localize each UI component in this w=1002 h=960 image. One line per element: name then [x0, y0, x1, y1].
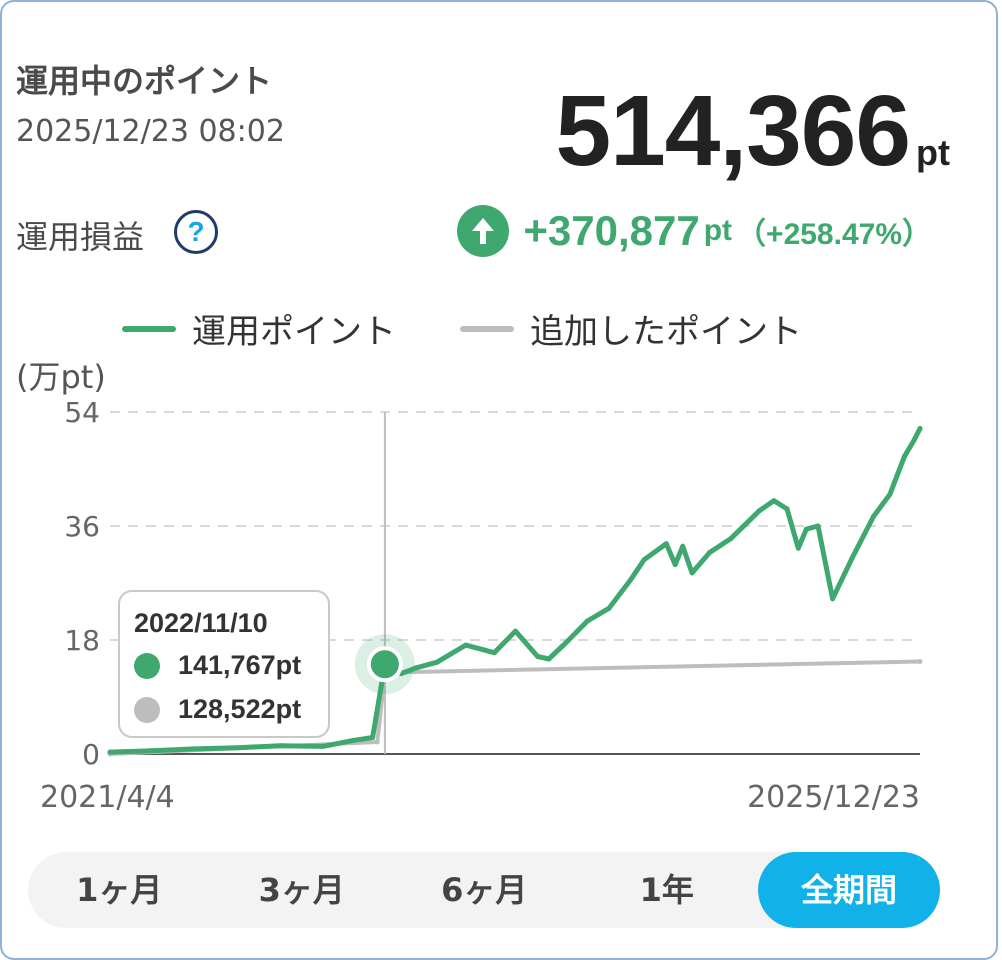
point-invested-27	[728, 536, 734, 542]
point-invested-37	[871, 514, 876, 519]
tooltip-dot-added	[134, 696, 160, 723]
total-points-unit: pt	[916, 132, 950, 173]
legend-label-invested: 運用ポイント	[192, 312, 396, 352]
total-points-value: 514,366	[555, 75, 911, 187]
point-invested-1	[148, 748, 154, 754]
tooltip-row-invested: 141,767pt	[134, 650, 301, 681]
y-tick-label-0: 0	[82, 738, 100, 771]
x-axis-end-label: 2025/12/23	[747, 780, 920, 815]
profit-unit: pt	[703, 214, 733, 247]
point-invested-34	[815, 523, 821, 529]
point-invested-25	[689, 570, 695, 576]
point-invested-20	[627, 578, 633, 583]
chart-legend: 運用ポイント 追加したポイント	[122, 304, 866, 353]
legend-swatch-invested	[122, 325, 176, 332]
point-invested-13	[491, 650, 497, 656]
point-invested-16	[546, 656, 552, 662]
points-title: 運用中のポイント	[16, 62, 273, 100]
tooltip-value-added: 128,522pt	[178, 694, 302, 724]
point-invested-39	[902, 453, 907, 459]
y-axis-unit: (万pt)	[16, 358, 106, 396]
total-points: 514,366 pt	[556, 74, 950, 189]
point-invested-6	[349, 738, 355, 744]
point-invested-2	[192, 746, 198, 752]
point-invested-26	[707, 550, 712, 556]
point-invested-0	[107, 749, 113, 755]
point-invested-40	[911, 438, 917, 443]
tab-1-month[interactable]: 1ヶ月	[76, 871, 163, 909]
legend-swatch-added	[460, 325, 514, 332]
point-invested-22	[663, 541, 669, 547]
point-invested-7	[370, 735, 376, 740]
point-invested-32	[795, 545, 801, 551]
point-invested-24	[680, 543, 686, 549]
chart-tooltip: 2022/11/10 141,767pt 128,522pt	[118, 590, 330, 738]
point-invested-14	[513, 628, 518, 634]
point-invested-18	[584, 618, 590, 624]
tooltip-row-added: 128,522pt	[134, 694, 301, 725]
point-invested-30	[771, 498, 777, 504]
y-tick-label-36: 36	[64, 510, 100, 543]
point-invested-4	[277, 743, 283, 749]
point-added-3	[917, 659, 923, 664]
point-invested-28	[739, 524, 745, 530]
point-invested-31	[784, 506, 790, 512]
profit-value-row: +370,877 pt （+258.47%）	[457, 203, 932, 259]
point-invested-29	[756, 508, 762, 514]
y-tick-label-18: 18	[64, 624, 100, 657]
point-invested-19	[606, 605, 612, 611]
point-invested-3	[235, 745, 241, 751]
tooltip-date: 2022/11/10	[134, 608, 268, 638]
point-invested-36	[849, 555, 855, 561]
point-invested-33	[803, 526, 809, 532]
x-axis-start-label: 2021/4/4	[40, 780, 175, 815]
point-invested-23	[672, 562, 678, 568]
series-line-invested	[107, 426, 923, 755]
point-invested-17	[563, 640, 569, 645]
y-tick-label-54: 54	[64, 396, 100, 429]
tab-6-months[interactable]: 6ヶ月	[441, 871, 528, 909]
point-added-1	[374, 739, 380, 745]
updated-datetime: 2025/12/23 08:02	[16, 114, 285, 149]
arrow-up-icon	[457, 205, 510, 257]
point-invested-38	[887, 491, 893, 497]
period-tabs: 1ヶ月 3ヶ月 6ヶ月 1年 全期間	[28, 852, 940, 928]
tab-1-year[interactable]: 1年	[639, 871, 694, 909]
point-invested-10	[413, 665, 419, 671]
point-invested-15	[535, 654, 541, 659]
point-invested-35	[830, 596, 836, 602]
tab-3-months[interactable]: 3ヶ月	[258, 871, 345, 909]
profit-value: +370,877	[523, 207, 700, 254]
point-invested-21	[641, 557, 647, 563]
profit-label: 運用損益	[16, 218, 145, 256]
legend-label-added: 追加したポイント	[530, 312, 802, 352]
point-invested-5	[320, 743, 326, 749]
point-invested-12	[463, 642, 469, 648]
profit-percent: （+258.47%）	[736, 218, 932, 251]
point-invested-11	[434, 659, 440, 665]
help-icon[interactable]: ?	[174, 210, 218, 254]
tooltip-dot-invested	[134, 652, 160, 679]
highlight-point-invested	[366, 646, 403, 683]
tooltip-value-invested: 141,767pt	[178, 650, 302, 680]
tab-all-period[interactable]: 全期間	[758, 852, 940, 928]
point-invested-41	[917, 426, 923, 431]
